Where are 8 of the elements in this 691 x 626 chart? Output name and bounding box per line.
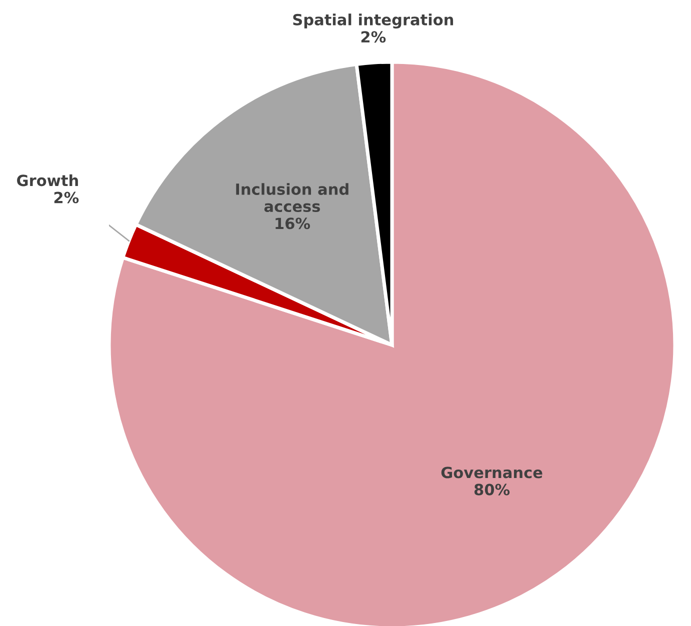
slice-label: Growth (17, 174, 78, 186)
data-label: 2% (54, 192, 79, 204)
data-label: 80% (474, 484, 510, 496)
data-label: 16% (276, 218, 310, 230)
slice-label: Governance (441, 466, 542, 478)
slice-label: Spatial integration (293, 14, 454, 29)
data-label: 2% (361, 31, 386, 43)
slice-label: Inclusion and access (236, 183, 348, 212)
